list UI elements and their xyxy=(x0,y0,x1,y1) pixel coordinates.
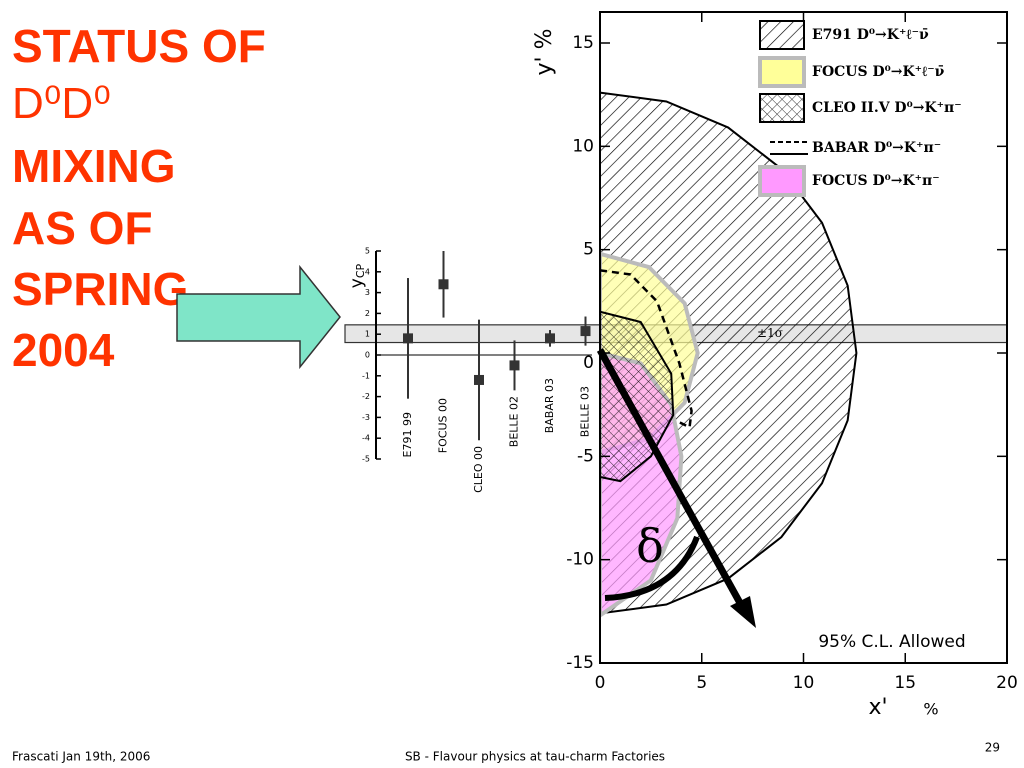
y-axis-label: yCP xyxy=(347,263,367,288)
y-tick-label: 2 xyxy=(365,309,370,318)
y-tick-label: 4 xyxy=(365,267,370,276)
y-tick-label: 0 xyxy=(365,351,370,360)
marker xyxy=(438,279,449,290)
x-tick-label: 20 xyxy=(996,673,1018,693)
region xyxy=(600,310,675,483)
marker xyxy=(403,333,413,344)
title-line: STATUS OF xyxy=(12,20,266,72)
slide-title: STATUS OF D⁰D⁰ MIXING AS OF SPRING 2004 xyxy=(12,20,266,376)
title-line: 2004 xyxy=(12,324,115,376)
title-line: MIXING xyxy=(12,140,176,192)
y-axis-label-main: y xyxy=(347,278,367,288)
delta-arc xyxy=(604,535,700,601)
region xyxy=(600,269,693,430)
marker xyxy=(580,326,591,337)
legend-label: CLEO II.V D⁰→K⁺π⁻ xyxy=(812,100,962,116)
y-tick-label: -2 xyxy=(362,392,370,401)
legend-label: BABAR D⁰→K⁺π⁻ xyxy=(812,140,941,156)
y-tick-label: 0 xyxy=(583,353,594,373)
marker xyxy=(509,360,520,371)
delta-arrowhead xyxy=(730,596,756,628)
y-tick-label: -5 xyxy=(577,446,594,466)
x-tick-label: BABAR 03 xyxy=(543,378,556,433)
y-tick-label: -1 xyxy=(362,371,370,380)
x-tick-label: E791 99 xyxy=(401,412,414,457)
y-tick-label: 10 xyxy=(572,136,594,156)
delta-arrow xyxy=(596,348,749,614)
annotation: δ xyxy=(636,519,664,573)
footer-center: SB - Flavour physics at tau-charm Factor… xyxy=(405,750,665,764)
title-line: SPRING xyxy=(12,263,188,315)
annotation: 95% C.L. Allowed xyxy=(818,632,965,652)
x-tick-label: CLEO 00 xyxy=(472,446,485,493)
y-tick-label: 3 xyxy=(365,288,370,297)
legend-swatch xyxy=(759,20,805,50)
y-tick-label: -10 xyxy=(566,550,594,570)
x-tick-label: BELLE 02 xyxy=(508,396,521,447)
marker xyxy=(545,333,555,344)
y-tick-label: -15 xyxy=(566,653,594,673)
legend-swatch xyxy=(758,56,806,88)
y-tick-label: 15 xyxy=(572,33,594,53)
y-tick-label: -5 xyxy=(362,455,370,464)
footer-left: Frascati Jan 19th, 2006 xyxy=(12,750,150,764)
pointer-arrow xyxy=(176,264,341,370)
y-tick-label: 1 xyxy=(365,330,370,339)
title-line: D⁰D⁰ xyxy=(12,79,111,128)
x-axis-label: x' xyxy=(868,695,887,720)
x-tick-label: 5 xyxy=(696,673,707,693)
legend-label: FOCUS D⁰→K⁺ℓ⁻ν̄ xyxy=(812,64,945,80)
y-tick-label: 5 xyxy=(583,240,594,260)
plot-area xyxy=(600,91,858,618)
x-tick-label: 15 xyxy=(894,673,916,693)
y-tick-label: -3 xyxy=(362,413,370,422)
x-tick-label: BELLE 03 xyxy=(579,386,592,437)
legend-label: E791 D⁰→K⁺ℓ⁻ν̄ xyxy=(812,27,929,43)
x-tick-label: 0 xyxy=(595,673,606,693)
x-axis-unit: % xyxy=(923,700,938,719)
x-tick-label: 10 xyxy=(793,673,815,693)
x-tick-label: FOCUS 00 xyxy=(437,398,450,453)
page-number: 29 xyxy=(985,741,1000,755)
y-tick-label: 5 xyxy=(365,247,370,256)
legend-label: FOCUS D⁰→K⁺π⁻ xyxy=(812,173,940,189)
legend-swatch xyxy=(759,93,805,123)
xy-chart: 0 5 10 15 20 -15 -10 -5 0 5 10 15 x' % y' % 95% C.L. Al… xyxy=(532,11,1018,720)
marker xyxy=(474,374,484,385)
y-tick-label: -4 xyxy=(362,434,370,443)
y-axis-label: y' % xyxy=(532,29,557,76)
title-line: AS OF xyxy=(12,202,153,254)
legend-swatch xyxy=(758,165,806,197)
y-axis-label-sub: CP xyxy=(354,263,367,278)
